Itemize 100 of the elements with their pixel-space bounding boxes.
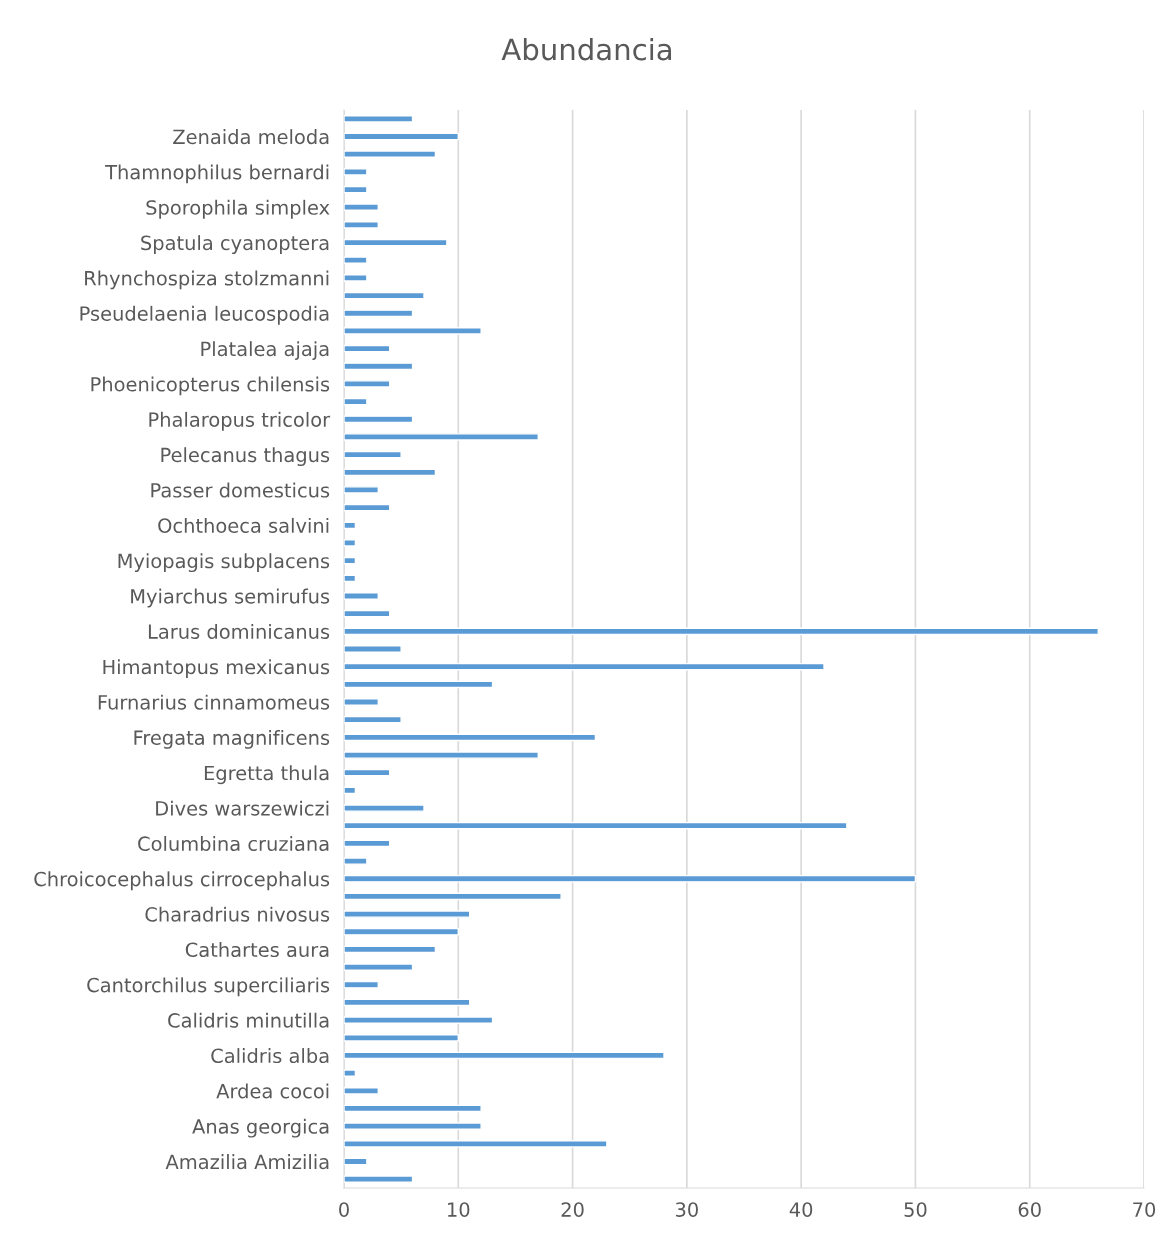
bar (344, 327, 482, 335)
y-tick-label: Cathartes aura (185, 942, 329, 958)
bar (344, 1157, 368, 1166)
bar (344, 733, 597, 742)
bar (344, 397, 368, 406)
x-tick-label: 30 (675, 1202, 698, 1217)
y-tick-label: Spatula cyanoptera (141, 235, 329, 254)
y-tick-label: Phalaropus tricolor (149, 411, 331, 431)
bar (344, 556, 357, 565)
y-tick-label: Charadrius nivosus (145, 906, 330, 922)
y-tick-label: Pseudelaenia leucospodia (80, 305, 329, 325)
bar (344, 503, 391, 512)
bar (344, 574, 357, 583)
bar (344, 609, 391, 618)
bar (344, 627, 1099, 636)
y-tick-label: Myiopagis subplacens (118, 553, 330, 573)
bar (344, 486, 379, 494)
bar (344, 274, 368, 282)
x-tick-label: 40 (789, 1202, 813, 1217)
bar (344, 539, 357, 547)
bar (344, 238, 448, 247)
y-tick-label: Zenaida meloda (173, 129, 329, 145)
y-tick-label: Ardea cocoi (216, 1083, 329, 1099)
bar (344, 1069, 357, 1077)
bar (344, 751, 539, 759)
bar (344, 344, 391, 353)
y-tick-label: Rhynchospiza stolzmanni (85, 270, 329, 290)
bar (344, 203, 379, 211)
bar (344, 874, 917, 883)
bar (344, 468, 437, 477)
y-tick-label: Platalea ajaja (201, 341, 329, 361)
bar (344, 645, 402, 653)
y-tick-label: Ochthoeca salvini (158, 517, 329, 533)
bar (344, 592, 379, 600)
bar (344, 698, 379, 706)
bar (344, 821, 848, 830)
bar (344, 768, 391, 777)
bar (344, 150, 437, 158)
x-tick-label: 10 (448, 1202, 470, 1217)
bar (344, 433, 539, 441)
y-tick-label: Calidris alba (211, 1048, 329, 1064)
bar (344, 362, 414, 371)
bar (344, 115, 414, 123)
bar (344, 168, 368, 176)
bar (344, 1140, 608, 1148)
bar (344, 1104, 482, 1113)
x-tick-label: 60 (1018, 1202, 1041, 1217)
bar (344, 256, 368, 265)
bar (344, 804, 425, 812)
bar (344, 1051, 665, 1060)
bar (344, 662, 825, 671)
bar (344, 1122, 482, 1130)
y-tick-label: Dives warszewiczi (156, 800, 329, 816)
y-tick-label: Fregata magnificens (134, 729, 330, 749)
bar (344, 415, 414, 424)
y-tick-label: Columbina cruziana (138, 836, 329, 852)
bar (344, 132, 459, 141)
x-tick-label: 50 (904, 1202, 927, 1217)
bar (344, 910, 471, 918)
y-tick-label: Chroicocephalus cirrocephalus (34, 871, 330, 891)
y-tick-label: Anas georgica (192, 1118, 329, 1138)
bar (344, 892, 562, 901)
bar (344, 857, 368, 865)
y-tick-label: Phoenicopterus chilensis (91, 376, 330, 396)
bar (344, 1033, 459, 1042)
y-tick-label: Myiarchus semirufus (131, 588, 330, 608)
bar (344, 185, 368, 194)
bar (344, 680, 494, 689)
y-tick-label: Sporophila simplex (146, 199, 330, 219)
x-tick-label: 70 (1133, 1202, 1156, 1217)
bar (344, 1016, 494, 1024)
y-tick-label: Amazilia Amizilia (165, 1154, 329, 1170)
bar (344, 927, 459, 936)
y-tick-label: Larus dominicanus (148, 623, 330, 639)
bar (344, 839, 391, 848)
y-tick-label: Thamnophilus bernardi (105, 164, 329, 184)
y-tick-label: Calidris minutilla (168, 1012, 329, 1028)
y-tick-label: Himantopus mexicanus (103, 659, 330, 679)
y-tick-label: Pelecanus thagus (161, 447, 330, 467)
bar (344, 291, 425, 300)
y-tick-label: Passer domesticus (151, 482, 330, 498)
y-tick-label: Furnarius cinnamomeus (98, 694, 330, 710)
bar (344, 221, 379, 229)
bar (344, 715, 402, 724)
bar (344, 980, 379, 989)
bar (344, 309, 414, 318)
bar (344, 963, 414, 971)
y-tick-label: Cantorchilus superciliaris (87, 977, 330, 997)
chart-title: Abundancia (501, 37, 672, 61)
bar (344, 521, 357, 530)
bar (344, 998, 471, 1007)
bar (344, 1087, 379, 1095)
bar (344, 945, 437, 954)
bar (344, 450, 402, 459)
y-tick-label: Egretta thula (204, 765, 329, 785)
x-tick-label: 20 (561, 1202, 584, 1217)
bar (344, 380, 391, 388)
bar (344, 786, 357, 795)
x-tick-label: 0 (339, 1202, 349, 1217)
bar (344, 1175, 414, 1183)
